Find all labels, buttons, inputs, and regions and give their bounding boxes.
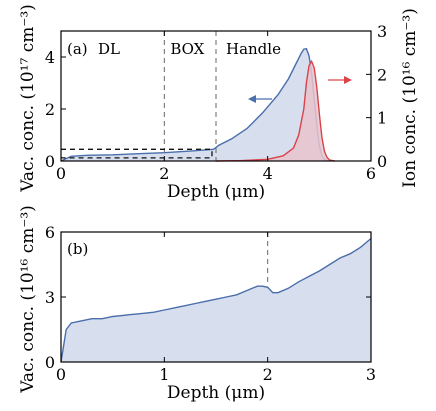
x-tick-label-a: 2 (159, 164, 169, 183)
x-tick-label-b: 0 (56, 365, 66, 384)
region-label-handle: Handle (226, 40, 281, 58)
y-tick-label-b: 3 (45, 288, 55, 307)
x-tick-label-b: 2 (263, 365, 273, 384)
y-tick-label-b: 6 (45, 223, 55, 242)
y-axis-label-right-a: Ion conc. (10¹⁶ cm⁻³) (400, 8, 420, 188)
dashed-inset-box (61, 148, 213, 159)
x-axis-label-a: Depth (μm) (167, 182, 265, 202)
y-tick-label-b: 0 (45, 353, 55, 372)
arrow-to-left-axis-head (248, 95, 256, 103)
vacancy-area-b (61, 238, 371, 362)
y-tick-label-left-a: 2 (45, 100, 55, 119)
y-tick-label-right-a: 3 (377, 22, 387, 41)
x-tick-label-b: 1 (159, 365, 169, 384)
x-tick-label-a: 4 (263, 164, 273, 183)
y-tick-label-right-a: 2 (377, 65, 387, 84)
region-label-box: BOX (170, 40, 204, 58)
y-axis-label-b: Vac. conc. (10¹⁶ cm⁻³) (18, 205, 38, 394)
plot-frame-a (60, 30, 372, 162)
y-tick-label-left-a: 0 (45, 152, 55, 171)
x-tick-label-a: 0 (56, 164, 66, 183)
y-tick-label-left-a: 4 (45, 48, 55, 67)
x-tick-label-b: 3 (366, 365, 376, 384)
y-axis-label-left-a: Vac. conc. (10¹⁷ cm⁻³) (18, 4, 38, 193)
panel-label-a: (a) (67, 40, 88, 58)
vacancy-line-b (60, 237, 372, 363)
panel-b: 0 1 2 3 0 3 6 Depth (μm) Vac. conc. (10¹⁶ cm⁻³) (… (18, 205, 376, 403)
ion-line (215, 59, 335, 162)
vacancy-area (61, 48, 330, 162)
ion-area (216, 61, 335, 161)
y-tick-label-right-a: 0 (377, 152, 387, 171)
arrow-to-right-axis-head (344, 76, 352, 84)
region-label-dl: DL (98, 40, 120, 58)
panel-label-b: (b) (67, 240, 88, 258)
x-tick-label-a: 6 (366, 164, 376, 183)
y-tick-label-right-a: 1 (377, 109, 387, 128)
x-axis-label-b: Depth (μm) (167, 383, 265, 403)
